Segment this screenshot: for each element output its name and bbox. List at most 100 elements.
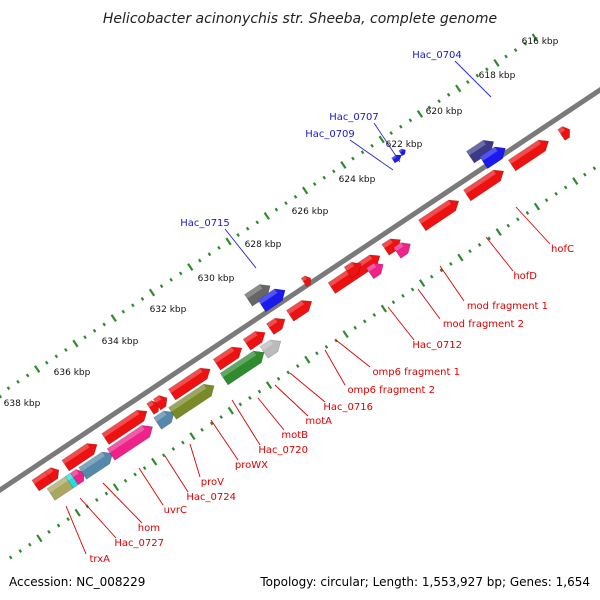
leader-line-bottom <box>257 397 285 431</box>
scale-tick-top <box>370 143 374 148</box>
gene-label-bottom[interactable]: motA <box>305 416 332 427</box>
scale-tick-bottom <box>362 319 367 324</box>
gene-feature[interactable] <box>257 288 286 313</box>
gene-feature[interactable] <box>266 317 286 335</box>
gene-label-bottom[interactable]: hofC <box>551 244 574 255</box>
scale-tick-top <box>102 322 106 327</box>
gene-label-bottom[interactable]: Hac_0716 <box>323 402 373 413</box>
gene-feature-shine <box>344 262 355 271</box>
gene-feature-shine <box>393 242 404 252</box>
gene-feature[interactable] <box>343 261 362 279</box>
gene-label-bottom[interactable]: hofD <box>513 271 537 282</box>
scale-tick-top <box>322 175 327 180</box>
scale-tick-bottom <box>439 268 444 273</box>
gene-label-bottom[interactable]: omp6 fragment 1 <box>372 367 460 378</box>
gene-feature[interactable] <box>286 300 313 322</box>
scale-tick-bottom <box>401 293 405 298</box>
gene-label-top[interactable]: Hac_0715 <box>180 218 230 229</box>
gene-feature-shine <box>286 300 305 315</box>
gene-feature[interactable] <box>398 148 406 157</box>
leader-line-top <box>349 139 394 171</box>
scale-tick-bottom <box>468 249 472 254</box>
scale-tick-top <box>255 220 260 225</box>
gene-feature[interactable] <box>106 425 153 461</box>
gene-label-bottom[interactable]: Hac_0720 <box>258 445 308 456</box>
gene-feature[interactable] <box>44 467 60 483</box>
leader-line-bottom <box>335 339 371 368</box>
gene-feature-shine <box>45 467 54 476</box>
scale-tick-bottom <box>295 364 300 368</box>
gene-label-top[interactable]: Hac_0707 <box>329 112 379 123</box>
gene-feature[interactable] <box>507 139 549 172</box>
gene-label-bottom[interactable]: mod fragment 2 <box>443 319 524 330</box>
scale-tick-top <box>446 92 451 97</box>
gene-feature[interactable] <box>212 346 243 371</box>
gene-feature[interactable] <box>219 350 265 386</box>
gene-label-bottom[interactable]: trxA <box>89 554 110 565</box>
scale-tick-bottom <box>304 355 311 364</box>
gene-feature-shine <box>70 469 79 478</box>
gene-label-bottom[interactable]: proWX <box>235 460 268 471</box>
gene-feature[interactable] <box>244 284 271 307</box>
gene-feature[interactable] <box>479 146 506 170</box>
gene-label-top[interactable]: Hac_0704 <box>412 50 462 61</box>
gene-feature[interactable] <box>300 275 312 288</box>
leader-line-bottom <box>210 419 239 461</box>
gene-feature[interactable] <box>153 410 175 430</box>
scale-tick-bottom <box>506 223 511 228</box>
scale-tick-bottom <box>533 202 541 211</box>
gene-feature[interactable] <box>101 409 148 445</box>
gene-feature-shine <box>381 238 393 249</box>
gene-label-bottom[interactable]: proV <box>201 477 224 488</box>
scale-tick-top <box>64 347 68 352</box>
scale-tick-bottom <box>477 242 482 247</box>
scale-ticks <box>0 33 597 560</box>
scale-tick-top <box>131 303 135 308</box>
gene-label-bottom[interactable]: Hac_0724 <box>186 492 236 503</box>
gene-feature[interactable] <box>242 331 266 351</box>
gene-label-bottom[interactable]: Hac_0712 <box>412 340 462 351</box>
scale-tick-top <box>475 73 480 78</box>
gene-feature[interactable] <box>61 443 98 472</box>
gene-feature[interactable] <box>78 451 113 480</box>
gene-label-bottom[interactable]: motB <box>281 430 308 441</box>
gene-features[interactable] <box>31 126 571 501</box>
scale-tick-top <box>351 156 355 161</box>
scale-tick-top <box>332 169 336 174</box>
gene-feature[interactable] <box>146 400 160 415</box>
gene-labels[interactable]: Hac_0704 Hac_0707 Hac_0709 Hac_0715 hofC hofD… <box>89 50 574 565</box>
scale-tick-top <box>169 277 173 282</box>
gene-label-top[interactable]: Hac_0709 <box>305 129 355 140</box>
scale-tick-top <box>245 226 250 231</box>
gene-feature[interactable] <box>466 139 495 164</box>
gene-feature[interactable] <box>167 367 211 401</box>
gene-label-bottom[interactable]: Hac_0727 <box>114 538 164 549</box>
scale-tick-top <box>437 99 441 104</box>
gene-feature-shine <box>244 284 263 299</box>
leader-line-bottom <box>189 443 201 478</box>
scale-tick-bottom <box>525 210 530 215</box>
gene-feature[interactable] <box>418 199 460 232</box>
gene-feature-shine <box>366 263 377 272</box>
gene-feature[interactable] <box>557 126 571 141</box>
scale-tick-top <box>140 296 145 301</box>
gene-feature[interactable] <box>70 469 85 486</box>
gene-label-bottom[interactable]: mod fragment 1 <box>467 301 548 312</box>
gene-feature[interactable] <box>168 383 215 420</box>
gene-feature[interactable] <box>365 262 384 280</box>
scale-tick-bottom <box>372 313 377 317</box>
gene-feature[interactable] <box>259 339 282 359</box>
leader-line-bottom <box>138 467 164 506</box>
gene-label-bottom[interactable]: hom <box>138 523 160 534</box>
gene-feature[interactable] <box>463 169 505 202</box>
scale-tick-top <box>493 58 500 67</box>
gene-label-bottom[interactable]: uvrC <box>164 505 187 516</box>
gene-feature[interactable] <box>152 395 168 411</box>
gene-label-bottom[interactable]: omp6 fragment 2 <box>347 385 435 396</box>
scale-tick-bottom <box>457 253 464 262</box>
scale-tick-top <box>389 131 394 135</box>
scale-tick-top <box>0 394 3 399</box>
scale-tick-bottom <box>592 166 597 171</box>
gene-feature[interactable] <box>393 242 411 259</box>
